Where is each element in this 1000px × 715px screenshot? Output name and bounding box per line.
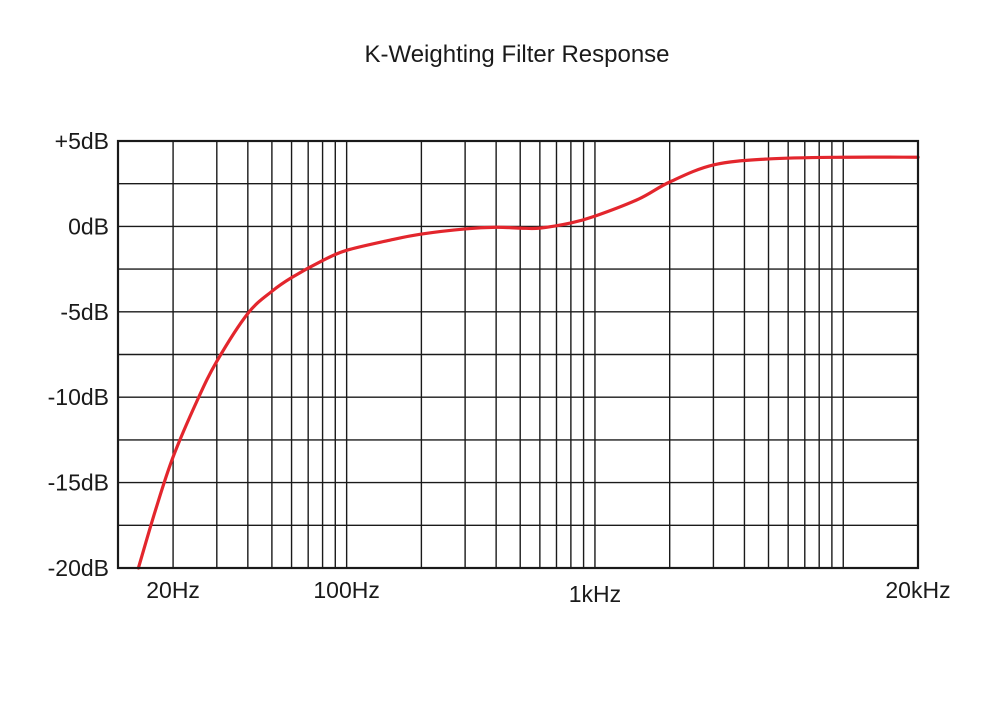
x-tick-label: 100Hz bbox=[313, 577, 379, 603]
y-tick-label: -20dB bbox=[48, 555, 109, 581]
x-tick-label: 20Hz bbox=[146, 577, 200, 603]
x-tick-label: 20kHz bbox=[885, 577, 950, 603]
y-tick-label: -5dB bbox=[60, 299, 109, 325]
response-curve-line bbox=[136, 155, 920, 570]
x-tick-label: 1kHz bbox=[569, 581, 621, 607]
y-tick-label: 0dB bbox=[68, 213, 109, 239]
tick-labels: +5dB 0dB -5dB -10dB -15dB -20dB 20Hz 100Hz 1kHz 2… bbox=[48, 128, 951, 607]
chart-title: K-Weighting Filter Response bbox=[364, 41, 669, 68]
y-tick-label: -15dB bbox=[48, 470, 109, 496]
y-tick-label: -10dB bbox=[48, 384, 109, 410]
series-layer bbox=[136, 155, 920, 570]
plot-frame bbox=[116, 139, 920, 570]
grid bbox=[118, 141, 918, 568]
y-tick-label: +5dB bbox=[55, 128, 109, 154]
